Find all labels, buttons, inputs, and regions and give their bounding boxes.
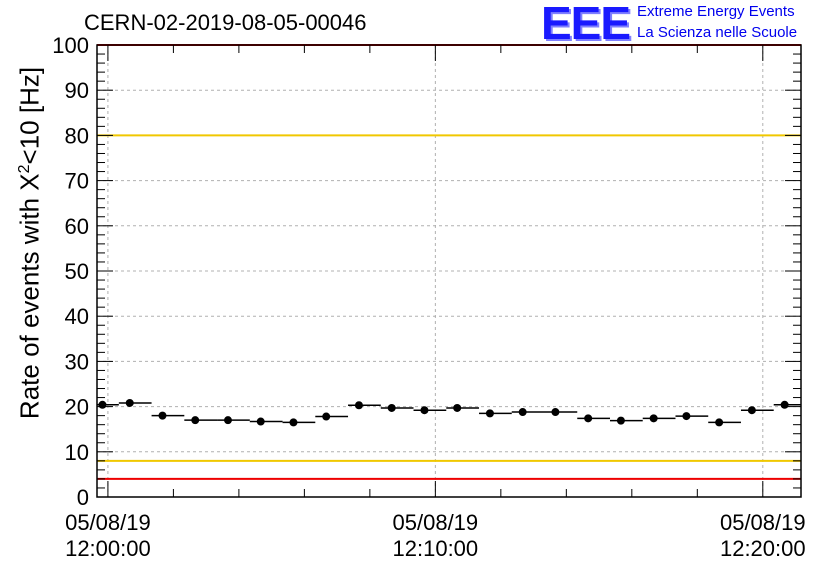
y-tick-label: 70 xyxy=(65,169,89,194)
y-tick-label: 50 xyxy=(65,259,89,284)
y-tick-label: 90 xyxy=(65,78,89,103)
data-point xyxy=(453,403,462,412)
logo-line-1: Extreme Energy Events xyxy=(637,3,795,20)
data-point xyxy=(616,416,625,425)
plot-frame xyxy=(96,44,802,498)
x-tick-label: 05/08/19 12:00:00 xyxy=(65,510,151,561)
y-tick-label: 100 xyxy=(52,33,89,58)
data-point xyxy=(682,412,691,421)
data-point xyxy=(485,409,494,418)
y-tick-label: 60 xyxy=(65,214,89,239)
data-point xyxy=(715,418,724,427)
x-tick-label: 05/08/19 12:10:00 xyxy=(392,510,479,561)
y-tick-label: 10 xyxy=(65,440,89,465)
eee-logo: EEE xyxy=(541,0,631,49)
data-point xyxy=(780,400,789,409)
data-point xyxy=(256,417,265,426)
y-tick-label: 0 xyxy=(77,485,89,510)
data-point xyxy=(747,406,756,415)
x-tick-label: 05/08/19 12:20:00 xyxy=(719,510,806,561)
y-tick-label: 80 xyxy=(65,123,89,148)
y-tick-label: 20 xyxy=(65,395,89,420)
data-point xyxy=(518,408,527,417)
data-point xyxy=(125,398,134,407)
data-point xyxy=(289,418,298,427)
data-point xyxy=(584,414,593,423)
y-tick-label: 40 xyxy=(65,304,89,329)
data-point xyxy=(98,400,107,409)
data-point xyxy=(158,411,167,420)
y-tick-label: 30 xyxy=(65,349,89,374)
logo-line-2: La Scienza nelle Scuole xyxy=(637,24,798,41)
data-point xyxy=(387,403,396,412)
data-point xyxy=(191,416,200,425)
data-point xyxy=(223,416,232,425)
data-point xyxy=(649,414,658,423)
data-point xyxy=(354,401,363,410)
data-point xyxy=(420,406,429,415)
chart-title: CERN-02-2019-08-05-00046 xyxy=(84,10,367,35)
data-point xyxy=(322,412,331,421)
data-point xyxy=(551,408,560,417)
